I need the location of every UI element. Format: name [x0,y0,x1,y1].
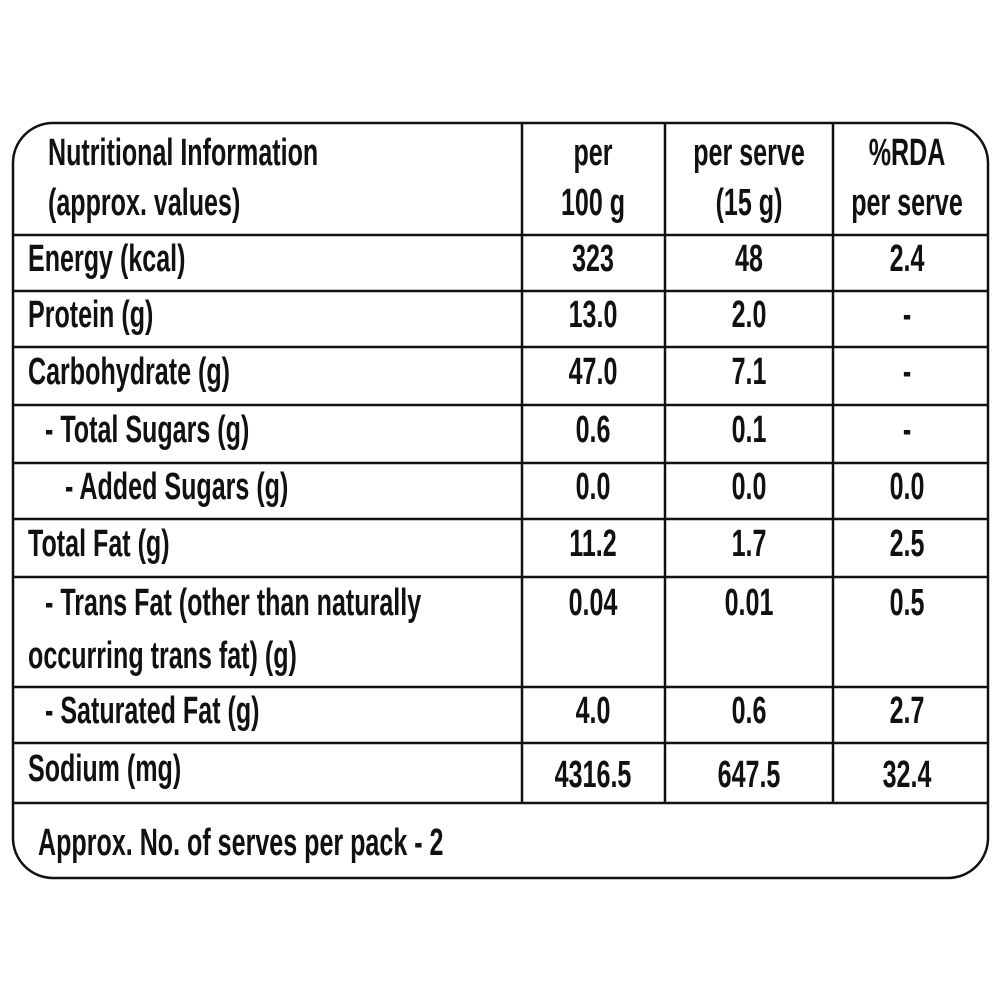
footer-note-group: Approx. No. of serves per pack - 2 [38,821,444,863]
row-label-group: - Trans Fat (other than naturally [45,581,421,623]
cell-value-group: 0.0 [732,465,767,507]
cell-value: 0.5 [890,581,925,623]
footer-note: Approx. No. of serves per pack - 2 [38,821,444,863]
cell-value: 647.5 [718,753,781,795]
cell-value-group: 11.2 [569,522,616,564]
cell-value: 47.0 [569,350,618,392]
header-label-group: 100 g [561,181,625,223]
cell-value: 0.0 [576,465,611,507]
cell-value: 2.4 [890,237,925,279]
cell-value-group: 7.1 [732,350,767,392]
cell-value-group: 0.6 [576,408,611,450]
row-label: - Saturated Fat (g) [45,689,260,731]
row-label: Sodium (mg) [28,747,181,789]
row-label: - Total Sugars (g) [45,408,249,450]
row-label: Energy (kcal) [28,237,185,279]
cell-value-group: 0.1 [732,408,767,450]
row-label: Protein (g) [28,293,153,335]
cell-value: 0.01 [725,581,774,623]
header-label: (approx. values) [48,181,240,223]
cell-value-group: 0.0 [576,465,611,507]
row-label: Carbohydrate (g) [28,350,230,392]
cell-value-group: 2.7 [890,689,925,731]
cell-value-group: - [903,293,911,335]
header-label: Nutritional Information [48,131,318,173]
header-label-group: per [573,131,612,173]
cell-value: 0.0 [890,465,925,507]
header-label-group: %RDA [869,131,946,173]
header-label: per [573,131,612,173]
row-label-group: Sodium (mg) [28,747,181,789]
cell-value-group: - [903,408,911,450]
header-label: per serve [693,131,805,173]
row-label: Total Fat (g) [28,522,170,564]
row-label-group: - Total Sugars (g) [45,408,249,450]
row-label-group: Carbohydrate (g) [28,350,230,392]
cell-value: 7.1 [732,350,767,392]
header-label-group: per serve [851,181,963,223]
row-label-group: - Saturated Fat (g) [45,689,260,731]
cell-value-group: 2.5 [890,522,925,564]
cell-value: 323 [572,237,614,279]
header-label-group: per serve [693,131,805,173]
header-label-group: (approx. values) [48,181,240,223]
cell-value: 2.0 [732,293,767,335]
cell-value: 4316.5 [555,753,632,795]
row-label-group: Protein (g) [28,293,153,335]
cell-value-group: 2.0 [732,293,767,335]
cell-value-group: 4.0 [576,689,611,731]
cell-value: 32.4 [883,753,932,795]
row-label: - Added Sugars (g) [65,465,288,507]
cell-value-group: 48 [735,237,763,279]
row-label-group: Total Fat (g) [28,522,170,564]
row-label-group: - Added Sugars (g) [65,465,288,507]
cell-value: 13.0 [569,293,618,335]
row-label: occurring trans fat) (g) [28,634,297,676]
row-label-group: occurring trans fat) (g) [28,634,297,676]
cell-value: 1.7 [732,522,767,564]
cell-value: 11.2 [569,522,616,564]
cell-value-group: - [903,350,911,392]
cell-value: 0.04 [569,581,618,623]
cell-value-group: 2.4 [890,237,925,279]
cell-value: - [903,350,911,392]
cell-value: 0.1 [732,408,767,450]
cell-value: 4.0 [576,689,611,731]
cell-value-group: 0.04 [569,581,618,623]
header-label-group: (15 g) [716,181,783,223]
cell-value: - [903,408,911,450]
cell-value-group: 323 [572,237,614,279]
cell-value-group: 32.4 [883,753,932,795]
cell-value: - [903,293,911,335]
cell-value-group: 0.5 [890,581,925,623]
header-label: (15 g) [716,181,783,223]
cell-value-group: 13.0 [569,293,618,335]
cell-value-group: 0.0 [890,465,925,507]
cell-value: 2.7 [890,689,925,731]
cell-value-group: 0.01 [725,581,774,623]
cell-value-group: 47.0 [569,350,618,392]
header-label-group: Nutritional Information [48,131,318,173]
header-label: %RDA [869,131,946,173]
cell-value-group: 1.7 [732,522,767,564]
cell-value: 2.5 [890,522,925,564]
cell-value: 0.0 [732,465,767,507]
cell-value: 0.6 [576,408,611,450]
row-label: - Trans Fat (other than naturally [45,581,421,623]
cell-value-group: 0.6 [732,689,767,731]
header-label: 100 g [561,181,625,223]
cell-value-group: 647.5 [718,753,781,795]
table-border [11,121,990,880]
header-label: per serve [851,181,963,223]
cell-value-group: 4316.5 [555,753,632,795]
cell-value: 48 [735,237,763,279]
cell-value: 0.6 [732,689,767,731]
row-label-group: Energy (kcal) [28,237,185,279]
